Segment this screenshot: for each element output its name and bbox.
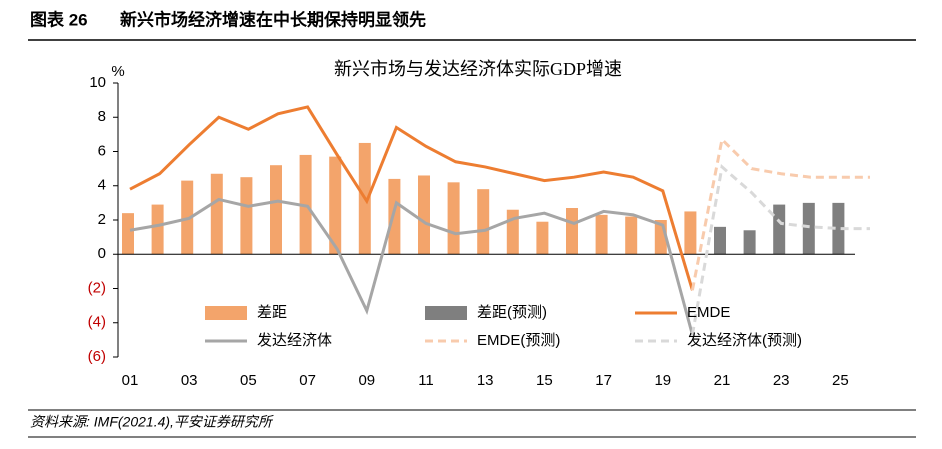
y-tick-label: 2 (98, 211, 106, 228)
bar (773, 204, 786, 255)
x-tick-label: 15 (536, 372, 553, 389)
series-line (129, 105, 694, 291)
y-tick-label: 8 (98, 108, 106, 125)
bar (566, 208, 578, 255)
bar (418, 175, 430, 255)
figure-title: 新兴市场经济增速在中长期保持明显领先 (120, 9, 426, 29)
figure-number: 图表 26 (30, 9, 88, 29)
source-note: 资料来源: IMF(2021.4),平安证券研究所 (30, 414, 274, 430)
bar (714, 226, 726, 255)
bar (122, 213, 134, 255)
x-tick-label: 19 (654, 372, 671, 389)
y-unit: % (111, 63, 124, 80)
x-tick-label: 17 (595, 372, 612, 389)
bar (802, 202, 815, 255)
x-tick-label: 25 (832, 372, 849, 389)
bar (536, 221, 549, 255)
bar (595, 214, 608, 255)
chart-title: 新兴市场与发达经济体实际GDP增速 (334, 59, 622, 79)
series-line (690, 136, 870, 291)
legend-label: EMDE(预测) (477, 332, 560, 349)
legend-label: 发达经济体(预测) (687, 332, 802, 349)
y-tick-label: 6 (98, 142, 106, 159)
bar (625, 216, 638, 255)
x-tick-label: 21 (714, 372, 731, 389)
bar (832, 202, 845, 255)
x-tick-label: 03 (181, 372, 198, 389)
y-tick-label: 4 (98, 177, 106, 194)
series-line (690, 164, 870, 335)
bar (151, 204, 164, 255)
series-line (129, 197, 694, 336)
x-tick-label: 01 (122, 372, 139, 389)
bar (743, 230, 756, 255)
x-tick-label: 05 (240, 372, 257, 389)
bar (477, 189, 490, 255)
legend-swatch (205, 306, 247, 320)
x-tick-label: 23 (773, 372, 790, 389)
y-tick-label: 0 (98, 245, 106, 262)
legend-swatch (425, 306, 467, 320)
legend-label: 发达经济体 (257, 332, 332, 349)
bar (210, 173, 223, 255)
legend-label: 差距(预测) (477, 304, 547, 321)
bar (388, 178, 401, 255)
x-tick-label: 09 (358, 372, 375, 389)
y-tick-label: 10 (89, 74, 106, 91)
x-tick-label: 13 (477, 372, 494, 389)
legend-label: EMDE (687, 304, 730, 321)
legend-label: 差距 (257, 304, 287, 321)
bar (270, 165, 282, 255)
y-tick-label: (6) (88, 348, 106, 365)
bar (684, 211, 697, 255)
x-tick-label: 07 (299, 372, 316, 389)
x-tick-label: 11 (418, 372, 434, 389)
bar (240, 177, 253, 255)
y-tick-label: (2) (88, 279, 106, 296)
bar (329, 156, 342, 255)
y-tick-label: (4) (88, 314, 106, 331)
bar (447, 182, 460, 255)
